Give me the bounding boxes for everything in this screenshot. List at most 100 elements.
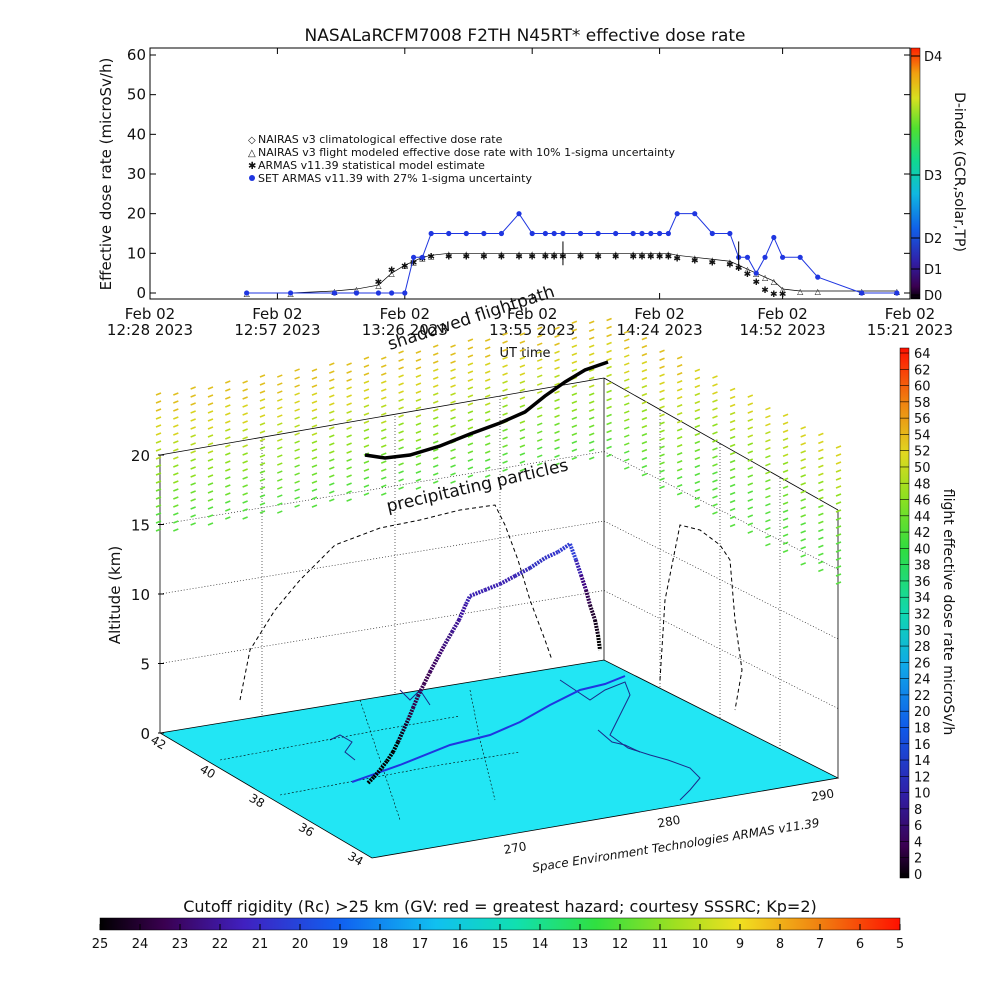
dose-colorbar-tick-label: 20 bbox=[914, 705, 931, 720]
dose-field-dash bbox=[835, 509, 842, 513]
set-armas-point bbox=[894, 290, 900, 296]
dose-colorbar-tick-label: 24 bbox=[914, 673, 931, 688]
cutoff-rigidity-tick-label: 15 bbox=[492, 937, 509, 952]
dose-field-dash bbox=[623, 370, 630, 374]
dose-field-dash bbox=[747, 442, 754, 446]
dose-field-dash bbox=[765, 542, 771, 547]
dose-field-dash bbox=[328, 410, 335, 414]
dose-field-dash bbox=[659, 485, 665, 489]
dose-field-dash bbox=[363, 372, 370, 376]
dose-field-dash bbox=[800, 498, 807, 502]
dose-field-dash bbox=[467, 394, 474, 398]
dose-field-dash bbox=[835, 581, 842, 585]
dose-field-dash bbox=[311, 456, 318, 460]
dose-field-dash bbox=[694, 472, 701, 477]
legend: ◇ NAIRAS v3 climatological effective dos… bbox=[248, 133, 675, 185]
dose-field-dash bbox=[502, 412, 508, 416]
dose-field-dash bbox=[623, 354, 630, 358]
dose-field-dash bbox=[747, 434, 754, 438]
dose-field-dash bbox=[173, 520, 179, 524]
dose-field-dash bbox=[346, 418, 352, 422]
dose-field-dash bbox=[415, 470, 422, 474]
dose-colorbar-tick-label: 32 bbox=[914, 608, 931, 623]
dose-field-dash bbox=[623, 386, 630, 390]
dose-field-dash bbox=[765, 510, 771, 515]
cutoff-rigidity-tick-label: 23 bbox=[172, 937, 189, 952]
dose-field-dash bbox=[554, 454, 560, 458]
dose-field-dash bbox=[276, 470, 283, 474]
dose-field-dash bbox=[571, 320, 578, 324]
trajectory-segment bbox=[435, 645, 446, 660]
dose-field-dash bbox=[835, 517, 842, 521]
x-tick-date: Feb 02 bbox=[380, 305, 430, 323]
set-armas-point bbox=[648, 230, 654, 237]
armas-stat-point: ✱ bbox=[388, 266, 396, 276]
dose-field-dash bbox=[328, 458, 335, 462]
dose-field-dash bbox=[729, 435, 736, 440]
dose-field-dash bbox=[432, 360, 439, 364]
trajectory-segment bbox=[391, 741, 400, 753]
trajectory-segment bbox=[366, 775, 376, 785]
cutoff-rigidity-tick-label: 5 bbox=[896, 937, 904, 952]
dose-field-dash bbox=[294, 488, 300, 492]
dose-field-dash bbox=[800, 450, 807, 454]
dose-field-dash bbox=[484, 378, 491, 382]
dose-field-dash bbox=[363, 420, 370, 424]
dose-field-dash bbox=[484, 354, 491, 358]
cutoff-rigidity-tick-label: 18 bbox=[372, 937, 389, 952]
dose-field-dash bbox=[173, 456, 179, 460]
set-armas-point bbox=[287, 290, 294, 296]
nairas-flight-point: △ bbox=[709, 255, 716, 264]
dose-field-dash bbox=[606, 405, 612, 410]
dose-field-dash bbox=[606, 357, 612, 362]
dose-field-dash bbox=[484, 450, 491, 454]
dose-field-dash bbox=[818, 472, 824, 477]
dose-field-dash bbox=[259, 462, 266, 466]
dose-field-dash bbox=[242, 420, 248, 424]
dose-field-dash bbox=[242, 468, 248, 472]
dose-field-dash bbox=[747, 402, 754, 406]
dose-field-dash bbox=[415, 390, 422, 394]
dose-field-dash bbox=[328, 386, 335, 390]
dose-field-dash bbox=[835, 557, 842, 561]
dose-field-dash bbox=[155, 392, 162, 396]
y-tick-label: 50 bbox=[127, 86, 146, 104]
dose-field-dash bbox=[818, 536, 824, 541]
dose-field-dash bbox=[782, 477, 789, 482]
dose-field-dash bbox=[588, 456, 595, 460]
trajectory-segment bbox=[457, 603, 468, 621]
dose-field-dash bbox=[694, 440, 701, 445]
set-armas-point bbox=[771, 234, 777, 241]
set-armas-point bbox=[560, 230, 566, 237]
set-armas-point bbox=[815, 274, 821, 280]
dose-field-dash bbox=[363, 444, 370, 448]
dose-field-dash bbox=[484, 338, 491, 342]
dose-field-dash bbox=[712, 503, 718, 507]
dose-field-dash bbox=[242, 516, 248, 520]
dose-field-dash bbox=[765, 430, 771, 435]
dose-field-dash bbox=[694, 392, 701, 397]
dose-field-dash bbox=[676, 380, 683, 384]
dose-field-dash bbox=[659, 413, 665, 417]
dose-field-dash bbox=[155, 480, 162, 484]
dose-field-dash bbox=[363, 484, 370, 488]
dose-field-dash bbox=[346, 410, 352, 414]
dose-field-dash bbox=[519, 420, 526, 424]
dose-field-dash bbox=[712, 479, 718, 483]
dose-field-dash bbox=[800, 530, 807, 534]
dose-field-dash bbox=[623, 434, 630, 438]
dose-field-dash bbox=[747, 410, 754, 414]
dose-field-dash bbox=[712, 407, 718, 411]
dose-field-dash bbox=[259, 382, 266, 386]
dose-field-dash bbox=[835, 477, 842, 481]
dose-colorbar-tick-label: 12 bbox=[914, 770, 931, 785]
trajectory-segment bbox=[416, 683, 426, 697]
dose-field-dash bbox=[432, 376, 439, 380]
dose-field-dash bbox=[380, 452, 387, 456]
dose-field-dash bbox=[729, 459, 736, 464]
set-armas-point bbox=[551, 230, 557, 237]
trajectory-segment bbox=[484, 582, 501, 592]
dose-field-dash bbox=[641, 456, 648, 461]
nairas-flight-point: △ bbox=[727, 257, 734, 266]
dose-field-dash bbox=[519, 404, 526, 408]
